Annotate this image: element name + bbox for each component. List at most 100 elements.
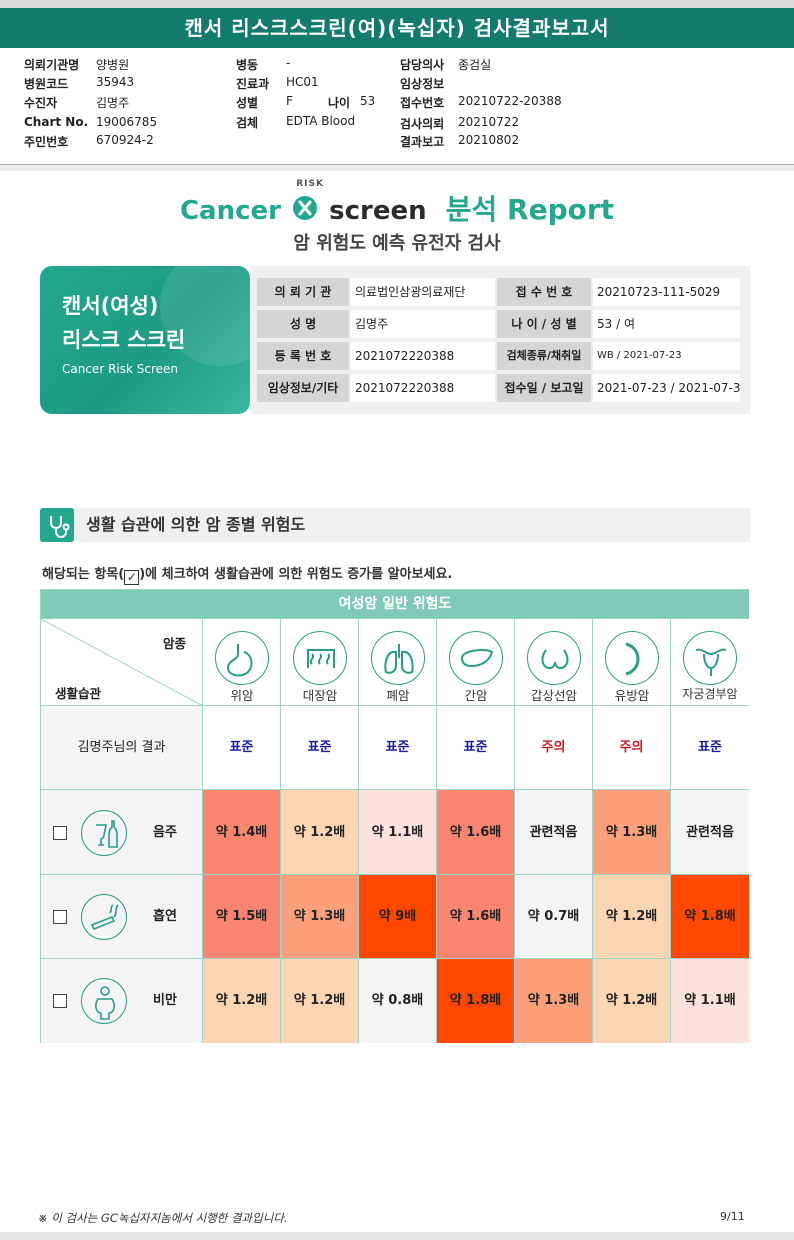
risk-value-cell: 약 1.3배 [281,875,359,959]
product-card: 캔서(여성) 리스크 스크린 Cancer Risk Screen [40,266,250,414]
result-cell: 표준 [359,706,437,790]
cancer-column-header: 위암 [203,619,281,706]
stethoscope-icon [40,508,74,542]
risk-table: 여성암 일반 위험도 암종 생활습관 위암 대장암 폐암 간암 갑상선암 유방암… [40,589,749,1043]
cancer-column-header: 대장암 [281,619,359,706]
checkmark-icon: ✓ [124,570,140,585]
risk-value-cell: 약 1.2배 [281,959,359,1043]
logo-risk-text: RISK [296,179,324,189]
result-cell: 표준 [671,706,749,790]
risk-value-cell: 약 0.7배 [515,875,593,959]
instruction-pre: 해당되는 항목( [42,567,125,582]
summary-label: 임상정보/기타 [257,374,349,402]
page-number: 9/11 [720,1210,745,1223]
cancer-column-header: 폐암 [359,619,437,706]
alcohol-icon [81,809,127,856]
info-label-resident-no: 주민번호 [24,135,69,149]
info-label-age: 나이 [328,96,351,110]
summary-label: 나 이 / 성 별 [497,310,591,338]
info-value-patient: 김명주 [96,96,130,110]
smoking-icon [81,894,127,940]
info-label-chart-no: Chart No. [24,115,89,129]
summary-label: 접수일 / 보고일 [497,374,591,402]
colon-icon [292,631,347,685]
info-value-doctor: 종검실 [458,58,492,72]
info-label-hospital-code: 병원코드 [24,77,69,91]
summary-label: 의 뢰 기 관 [257,278,349,306]
logo-report-text: 분석 Report [445,193,615,226]
info-label-patient: 수진자 [24,96,58,110]
info-label-sex: 성별 [236,96,259,110]
cancer-name: 갑상선암 [530,688,577,703]
cancer-name: 간암 [464,688,488,703]
logo-risk-mark: RISK [290,179,323,223]
corner-cell: 암종 생활습관 [41,619,203,706]
obesity-icon [81,978,127,1024]
habit-row-header: 흡연 [41,875,203,959]
risk-value-cell: 약 1.2배 [203,959,281,1043]
info-value-hospital-code: 35943 [96,75,135,89]
cancer-column-header: 유방암 [593,619,671,706]
info-label-ward: 병동 [236,58,259,72]
thyroid-icon [526,631,581,685]
risk-value-cell: 약 1.8배 [437,959,515,1043]
cancer-name: 위암 [230,688,254,703]
section-title: 생활 습관에 의한 암 종별 위험도 [86,515,306,534]
habit-name: 비만 [153,993,177,1008]
uterus-icon [683,631,737,685]
habit-row-header: 음주 [41,790,203,875]
info-value-ward: - [286,56,291,70]
card-title-line1: 캔서(여성) [62,294,159,318]
risk-value-cell: 약 1.5배 [203,875,281,959]
lung-icon [370,631,425,685]
cancer-name: 대장암 [302,688,338,703]
bottom-gray-strip [0,1232,794,1240]
summary-label: 성 명 [257,310,349,338]
result-cell: 표준 [437,706,515,790]
header-shadow-band [0,165,794,171]
info-label-doctor: 담당의사 [400,58,445,72]
report-title: 캔서 리스크스크린(여)(녹십자) 검사결과보고서 [0,8,794,48]
corner-diagonal [41,619,203,706]
summary-label: 등 록 번 호 [257,342,349,370]
risk-value-cell: 관련적음 [515,790,593,875]
result-cell: 주의 [515,706,593,790]
summary-value: 20210723-111-5029 [593,278,740,306]
corner-cancer-label: 암종 [162,636,186,651]
info-value-receipt-no: 20210722-20388 [458,94,562,108]
logo-cancer-text: Cancer [179,196,281,226]
risk-value-cell: 약 1.2배 [593,875,671,959]
habit-name: 음주 [153,825,177,840]
header-divider [0,164,794,165]
cancer-name: 폐암 [386,688,410,703]
info-value-specimen: EDTA Blood [286,114,356,128]
info-label-clinical: 임상정보 [400,77,445,91]
info-value-institution: 양병원 [96,58,130,72]
summary-label: 검체종류/채취일 [497,342,591,370]
result-cell: 표준 [203,706,281,790]
risk-value-cell: 약 0.8배 [359,959,437,1043]
risk-value-cell: 관련적음 [671,790,749,875]
breast-icon [604,631,659,685]
habit-checkbox[interactable] [53,994,67,1008]
info-value-department: HC01 [286,75,319,89]
habit-checkbox[interactable] [53,825,67,840]
risk-value-cell: 약 1.3배 [515,959,593,1043]
risk-value-cell: 약 1.6배 [437,790,515,875]
stomach-icon [214,631,269,685]
info-label-specimen: 검체 [236,116,259,130]
info-value-chart-no: 19006785 [96,115,158,129]
logo-screen-text: screen [329,196,427,226]
risk-value-cell: 약 1.8배 [671,875,749,959]
info-value-sex: F [286,94,293,108]
habit-checkbox[interactable] [53,910,67,924]
risk-value-cell: 약 1.6배 [437,875,515,959]
risk-value-cell: 약 1.2배 [593,959,671,1043]
risk-value-cell: 약 1.1배 [671,959,749,1043]
info-label-request: 검사의뢰 [400,117,445,131]
info-value-request: 20210722 [458,115,520,129]
card-title-english: Cancer Risk Screen [62,362,179,376]
summary-value: 2021-07-23 / 2021-07-30 [593,374,740,402]
summary-value: 2021072220388 [351,374,495,402]
risk-value-cell: 약 9배 [359,875,437,959]
